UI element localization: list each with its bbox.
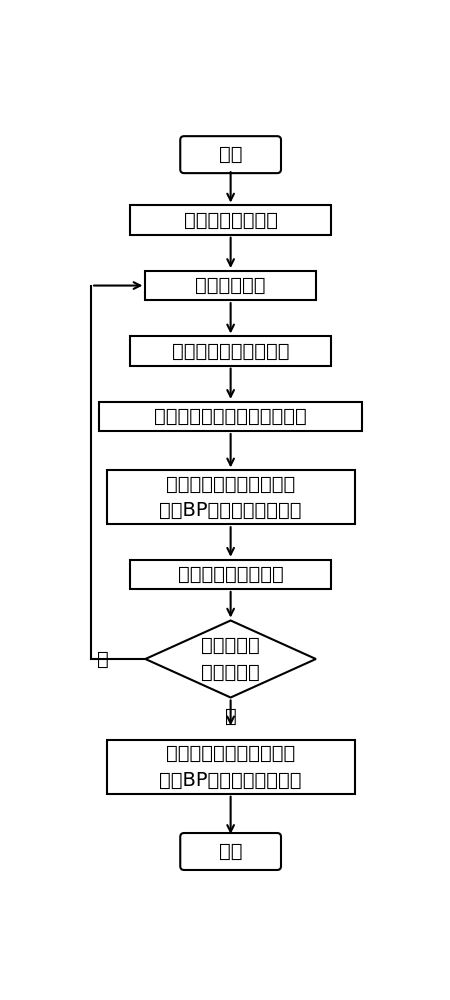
Text: 是否满足算
法终止条件: 是否满足算 法终止条件 [201, 636, 260, 682]
Text: 计算每个粒子的适应度: 计算每个粒子的适应度 [172, 342, 289, 360]
Text: 最佳网络结构确定: 最佳网络结构确定 [184, 211, 278, 230]
Bar [107, 740, 355, 794]
Text: 是: 是 [225, 707, 237, 726]
FancyBboxPatch shape [180, 833, 281, 870]
Text: 将全局极值变量作为权值
带入BP神经网络进行训练: 将全局极值变量作为权值 带入BP神经网络进行训练 [159, 744, 302, 790]
FancyBboxPatch shape [180, 136, 281, 173]
Text: 结束: 结束 [219, 842, 243, 861]
Bar [130, 560, 331, 589]
Text: 开始: 开始 [219, 145, 243, 164]
Text: 初始化粒子群: 初始化粒子群 [195, 276, 266, 295]
Text: 否: 否 [97, 650, 108, 668]
Bar [145, 271, 316, 300]
Text: 将个体极值变量作为权值
带入BP神经网络进行训练: 将个体极值变量作为权值 带入BP神经网络进行训练 [159, 475, 302, 520]
Polygon shape [145, 620, 316, 698]
Bar [99, 402, 362, 431]
Text: 粒子个体极值和全局极值更新: 粒子个体极值和全局极值更新 [154, 407, 307, 426]
Text: 粒子位置和速度更新: 粒子位置和速度更新 [178, 565, 284, 584]
Bar [130, 205, 331, 235]
Bar [130, 336, 331, 366]
Bar [107, 470, 355, 524]
